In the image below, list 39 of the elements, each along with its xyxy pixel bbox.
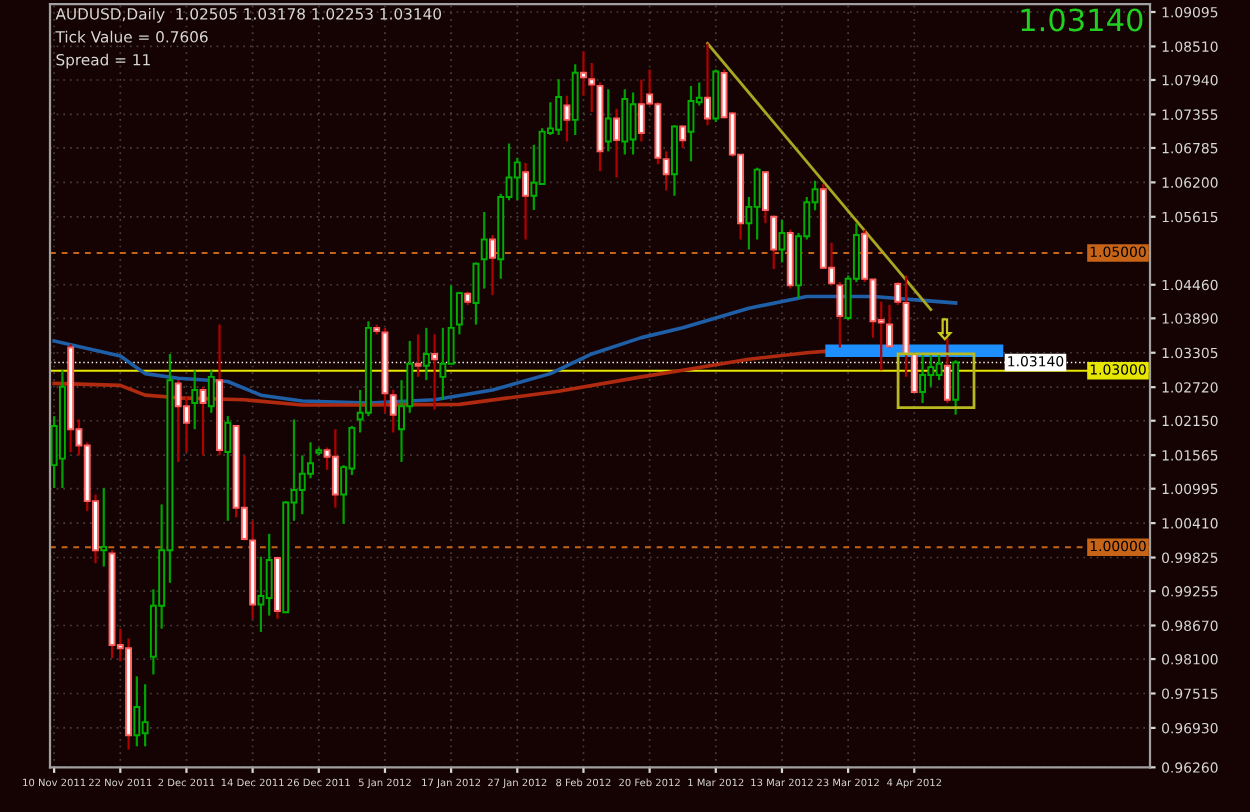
candlestick bbox=[580, 50, 587, 97]
candlestick bbox=[513, 156, 521, 202]
candlestick bbox=[952, 359, 960, 416]
candlestick bbox=[637, 78, 645, 143]
candlestick bbox=[207, 369, 215, 414]
candlestick bbox=[199, 385, 207, 457]
candlestick bbox=[489, 233, 496, 297]
candlestick bbox=[422, 326, 430, 382]
candlestick bbox=[621, 88, 629, 156]
candlestick bbox=[571, 63, 579, 137]
candlestick bbox=[935, 352, 943, 382]
candlestick bbox=[704, 42, 711, 127]
candlestick bbox=[224, 415, 232, 522]
candlestick bbox=[670, 124, 678, 197]
candlestick bbox=[613, 107, 620, 179]
candlestick bbox=[141, 683, 149, 748]
candlestick bbox=[629, 91, 637, 156]
candlestick bbox=[191, 369, 199, 431]
candlestick bbox=[919, 352, 927, 405]
candlestick bbox=[257, 555, 265, 634]
candlestick bbox=[331, 428, 339, 509]
candlestick bbox=[555, 78, 563, 137]
candlestick bbox=[439, 326, 447, 401]
candlestick bbox=[886, 303, 893, 349]
candlestick bbox=[480, 210, 488, 290]
candlestick bbox=[604, 88, 612, 153]
candlestick bbox=[265, 532, 273, 617]
candlestick bbox=[753, 166, 761, 241]
candlestick bbox=[563, 94, 571, 143]
candlestick bbox=[679, 124, 687, 150]
candlestick bbox=[712, 68, 720, 123]
candlestick bbox=[100, 486, 108, 568]
candlestick bbox=[174, 379, 182, 464]
candlestick bbox=[389, 388, 397, 434]
candlestick bbox=[472, 261, 480, 326]
candlestick bbox=[770, 214, 778, 271]
candlestick bbox=[133, 675, 141, 748]
annotation: 1.03140 bbox=[1021, 8, 1143, 32]
candlestick bbox=[522, 161, 530, 241]
